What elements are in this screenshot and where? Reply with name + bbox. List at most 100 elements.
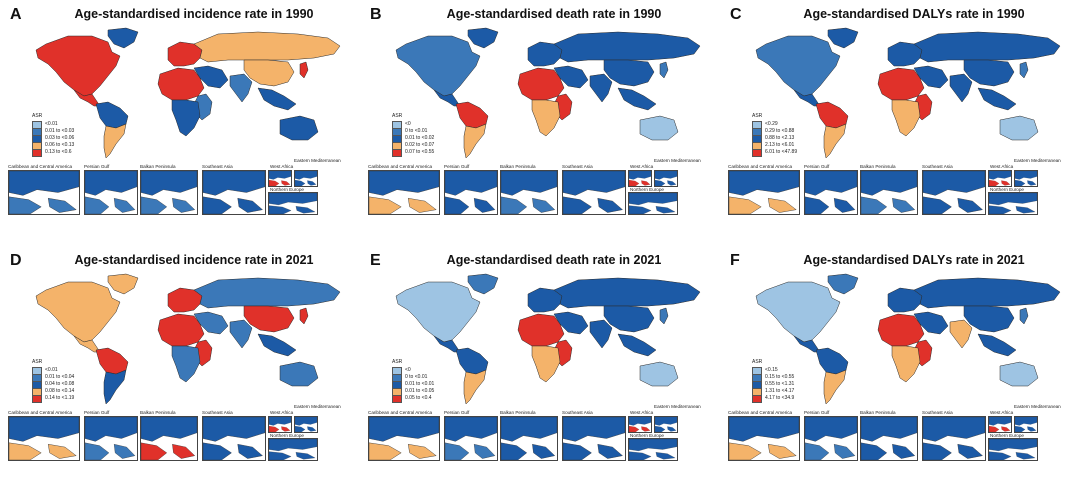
region-southeast-asia (977, 87, 1017, 111)
inset-map-gulf (84, 170, 138, 215)
region-europe (887, 287, 923, 313)
panel-letter: B (370, 6, 382, 23)
inset-map-balkan (140, 416, 198, 461)
legend-label: 6.01 to <47.89 (765, 149, 798, 155)
region-russia (193, 31, 341, 63)
region-north-america (755, 35, 841, 97)
region-china (963, 59, 1015, 87)
inset-map-northeu (268, 438, 318, 461)
legend-label: 0.55 to <1.31 (765, 381, 795, 387)
region-south-africa (891, 345, 921, 383)
map-panel-e: E Age-standardised death rate in 2021 (364, 248, 716, 480)
region-china (243, 59, 295, 87)
region-southeast-asia (617, 333, 657, 357)
region-north-america (35, 281, 121, 343)
legend-title: ASR (32, 359, 43, 365)
legend-label: 0.01 to <0.05 (405, 388, 435, 394)
region-india (949, 73, 973, 103)
region-europe (167, 287, 203, 313)
legend-swatch (32, 148, 42, 157)
legend-label: 0.05 to <0.4 (405, 395, 432, 401)
region-south-africa (531, 345, 561, 383)
inset-map-caribbean (368, 416, 440, 461)
inset-label-westafrica: West Africa (270, 410, 294, 415)
panel-title: Age-standardised incidence rate in 2021 (74, 253, 314, 267)
inset-label-gulf: Persian Gulf (444, 164, 470, 169)
region-north-america (395, 35, 481, 97)
inset-map-westafrica (988, 416, 1012, 433)
legend-label: 0.07 to <0.55 (405, 149, 435, 155)
inset-map-northeu (988, 438, 1038, 461)
legend-label: 0.08 to <0.14 (45, 388, 75, 394)
region-south-america-south (463, 369, 487, 405)
region-north-america (35, 35, 121, 97)
region-australia (279, 115, 319, 141)
region-south-america-south (823, 123, 847, 159)
legend-label: <0.01 (45, 121, 58, 127)
legend-item: 6.01 to <47.89 (752, 148, 798, 157)
map-legend: ASR <0 0 to <0.01 0.01 to <0.02 0.02 to <0.… (392, 113, 435, 157)
legend-label: 0 to <0.01 (405, 128, 428, 134)
region-india (229, 73, 253, 103)
region-south-america-north (95, 347, 129, 375)
inset-label-seasia: Southeast Asia (922, 164, 953, 169)
map-panel-a: A Age-standardised incidence rate in 199… (4, 2, 356, 234)
region-middle-east (193, 65, 229, 89)
legend-title: ASR (752, 359, 763, 365)
region-greenland (467, 27, 499, 49)
region-south-africa (891, 99, 921, 137)
legend-label: 0.29 to <0.88 (765, 128, 795, 134)
region-russia (913, 31, 1061, 63)
legend-label: <0 (405, 121, 411, 127)
legend-label: <0.29 (765, 121, 778, 127)
inset-map-eastmed (294, 170, 318, 187)
legend-label: 0.02 to <0.07 (405, 142, 435, 148)
inset-map-eastmed (1014, 416, 1038, 433)
legend-label: 0.14 to <1.19 (45, 395, 75, 401)
legend-label: 0.15 to <0.55 (765, 374, 795, 380)
inset-maps: Caribbean and Central America Persian Gul… (364, 404, 716, 480)
legend-item: 0.13 to <0.6 (32, 148, 74, 157)
inset-map-balkan (500, 416, 558, 461)
legend-label: 0.01 to <0.04 (45, 374, 75, 380)
legend-label: <0.15 (765, 367, 778, 373)
region-japan (659, 61, 669, 79)
inset-map-westafrica (268, 416, 292, 433)
legend-title: ASR (752, 113, 763, 119)
inset-maps: Caribbean and Central America Persian Gul… (4, 158, 356, 234)
inset-map-seasia (202, 416, 266, 461)
panel-title: Age-standardised DALYs rate in 1990 (803, 7, 1025, 21)
inset-label-caribbean: Caribbean and Central America (368, 410, 433, 415)
inset-label-gulf: Persian Gulf (84, 164, 110, 169)
inset-label-westafrica: West Africa (630, 410, 654, 415)
region-japan (299, 307, 309, 325)
legend-label: 0.01 to <0.03 (45, 128, 75, 134)
region-china (603, 305, 655, 333)
inset-map-caribbean (728, 170, 800, 215)
inset-label-seasia: Southeast Asia (202, 410, 233, 415)
region-south-america-south (103, 369, 127, 405)
world-map (35, 27, 341, 159)
inset-map-seasia (202, 170, 266, 215)
inset-map-caribbean (8, 416, 80, 461)
region-southeast-asia (617, 87, 657, 111)
inset-label-balkan: Balkan Peninsula (500, 164, 536, 169)
map-legend: ASR <0.01 0.01 to <0.04 0.04 to <0.08 0.08 … (32, 359, 75, 403)
inset-maps: Caribbean and Central America Persian Gul… (364, 158, 716, 234)
region-russia (193, 277, 341, 309)
region-australia (639, 361, 679, 387)
region-india (589, 319, 613, 349)
inset-label-seasia: Southeast Asia (202, 164, 233, 169)
inset-map-northeu (268, 192, 318, 215)
inset-label-caribbean: Caribbean and Central America (8, 164, 73, 169)
inset-label-seasia: Southeast Asia (562, 164, 593, 169)
inset-label-westafrica: West Africa (990, 410, 1014, 415)
region-north-america (395, 281, 481, 343)
inset-map-seasia (562, 170, 626, 215)
legend-item: 4.17 to <34.9 (752, 394, 794, 403)
panel-letter: C (730, 6, 742, 23)
inset-label-westafrica: West Africa (630, 164, 654, 169)
region-greenland (827, 27, 859, 49)
region-south-america-south (823, 369, 847, 405)
legend-swatch (752, 148, 762, 157)
